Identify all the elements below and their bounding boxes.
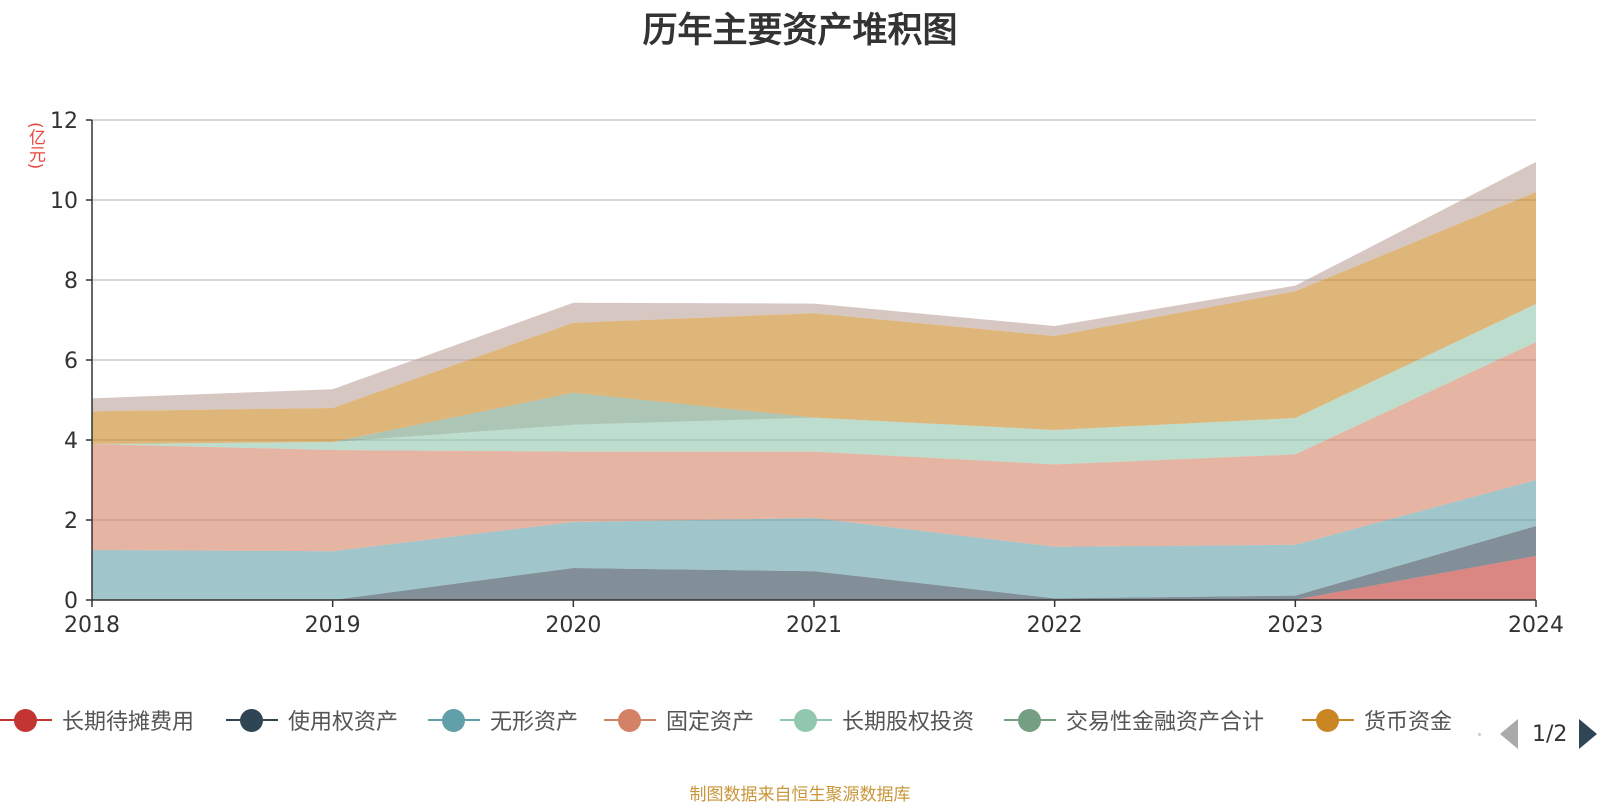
area-series-3 — [92, 480, 1536, 600]
legend-marker-icon — [780, 700, 832, 740]
legend-item[interactable]: 固定资产 — [604, 700, 754, 740]
area-series-4 — [92, 342, 1536, 552]
legend-overflow-dot — [1478, 733, 1481, 736]
legend-pager: 1/2 — [1500, 716, 1598, 752]
legend-label: 固定资产 — [666, 710, 755, 735]
area-series-7 — [92, 192, 1536, 444]
x-tick-label: 2018 — [64, 613, 120, 638]
legend-label: 无形资产 — [490, 710, 579, 735]
area-series-1 — [92, 556, 1536, 600]
y-tick-label: 8 — [64, 269, 78, 294]
chart-legend: 长期待摊费用 使用权资产 无形资产 固定资产 长期股权投资 交易性金融资产合计 货币资金 — [0, 700, 1600, 770]
x-tick-label: 2023 — [1267, 613, 1323, 638]
legend-marker-icon — [226, 700, 278, 740]
legend-page-indicator: 1/2 — [1532, 721, 1568, 747]
chart-title: 历年主要资产堆积图 — [642, 11, 958, 51]
y-tick-label: 2 — [64, 509, 78, 534]
x-tick-label: 2024 — [1508, 613, 1564, 638]
legend-label: 交易性金融资产合计 — [1066, 710, 1265, 735]
legend-marker-icon — [1302, 700, 1354, 740]
x-tick-label: 2020 — [545, 613, 601, 638]
legend-marker-icon — [1004, 700, 1056, 740]
y-tick-label: 4 — [64, 429, 78, 454]
x-tick-label: 2019 — [305, 613, 361, 638]
legend-item[interactable]: 长期股权投资 — [780, 700, 974, 740]
legend-next-arrow-icon[interactable] — [1579, 719, 1598, 749]
x-tick-label: 2022 — [1027, 613, 1083, 638]
legend-marker-icon — [0, 700, 52, 740]
y-axis-unit-label: (亿元) — [25, 122, 45, 170]
y-tick-label: 0 — [64, 589, 78, 614]
legend-item[interactable]: 使用权资产 — [226, 700, 398, 740]
legend-item[interactable]: 无形资产 — [428, 700, 578, 740]
legend-label: 长期股权投资 — [842, 710, 975, 735]
area-series-8 — [92, 162, 1536, 412]
legend-item[interactable]: 交易性金融资产合计 — [1004, 700, 1264, 740]
y-tick-label: 10 — [50, 189, 78, 214]
legend-prev-arrow-icon[interactable] — [1500, 719, 1518, 749]
data-source-footer: 制图数据来自恒生聚源数据库 — [689, 785, 911, 805]
legend-label: 货币资金 — [1364, 710, 1453, 735]
y-tick-label: 12 — [50, 109, 78, 134]
legend-label: 长期待摊费用 — [62, 710, 195, 735]
legend-label: 使用权资产 — [288, 710, 399, 735]
legend-item[interactable]: 货币资金 — [1302, 700, 1452, 740]
area-series-2 — [92, 526, 1536, 600]
x-tick-label: 2021 — [786, 613, 842, 638]
legend-item[interactable]: 长期待摊费用 — [0, 700, 194, 740]
legend-marker-icon — [604, 700, 656, 740]
legend-marker-icon — [428, 700, 480, 740]
area-series-5 — [92, 304, 1536, 465]
y-tick-label: 6 — [64, 349, 78, 374]
